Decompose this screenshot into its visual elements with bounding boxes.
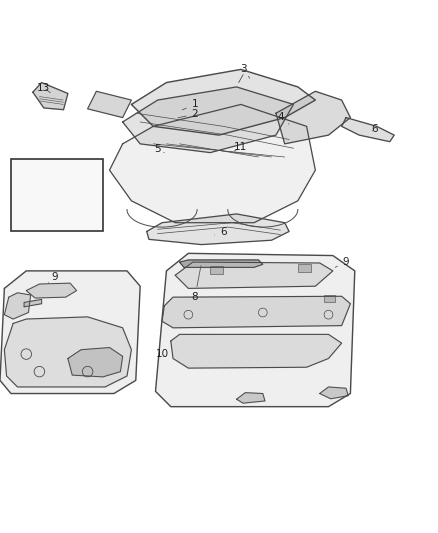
Bar — [210, 265, 223, 273]
Bar — [324, 295, 335, 302]
Polygon shape — [33, 83, 68, 110]
Text: 4: 4 — [277, 112, 289, 124]
Polygon shape — [123, 87, 293, 152]
Text: 11: 11 — [233, 142, 247, 152]
Polygon shape — [155, 253, 355, 407]
Polygon shape — [147, 214, 289, 245]
Bar — [11, 159, 103, 231]
Text: 9: 9 — [335, 257, 350, 268]
Polygon shape — [0, 271, 140, 393]
Polygon shape — [88, 91, 131, 118]
Polygon shape — [26, 283, 77, 298]
Polygon shape — [342, 118, 394, 142]
Polygon shape — [110, 104, 315, 223]
Polygon shape — [276, 91, 350, 144]
Polygon shape — [175, 262, 333, 288]
Bar — [298, 264, 311, 272]
Polygon shape — [171, 334, 342, 368]
Polygon shape — [4, 293, 31, 319]
Text: 2: 2 — [178, 109, 198, 119]
Text: 5: 5 — [154, 144, 164, 154]
Text: 6: 6 — [371, 124, 378, 134]
Polygon shape — [237, 393, 265, 403]
Polygon shape — [4, 317, 131, 387]
Polygon shape — [131, 69, 315, 135]
Text: 6: 6 — [215, 228, 227, 237]
Polygon shape — [24, 300, 42, 307]
Polygon shape — [68, 348, 123, 377]
Polygon shape — [162, 296, 350, 328]
Polygon shape — [180, 260, 263, 268]
Text: 8: 8 — [191, 266, 201, 302]
Polygon shape — [320, 387, 348, 399]
Text: 7: 7 — [53, 167, 60, 177]
Text: 10: 10 — [155, 349, 169, 359]
Text: 13: 13 — [37, 83, 50, 93]
Text: 9: 9 — [48, 272, 58, 283]
Text: 1: 1 — [182, 100, 198, 110]
Text: 3: 3 — [240, 63, 250, 78]
